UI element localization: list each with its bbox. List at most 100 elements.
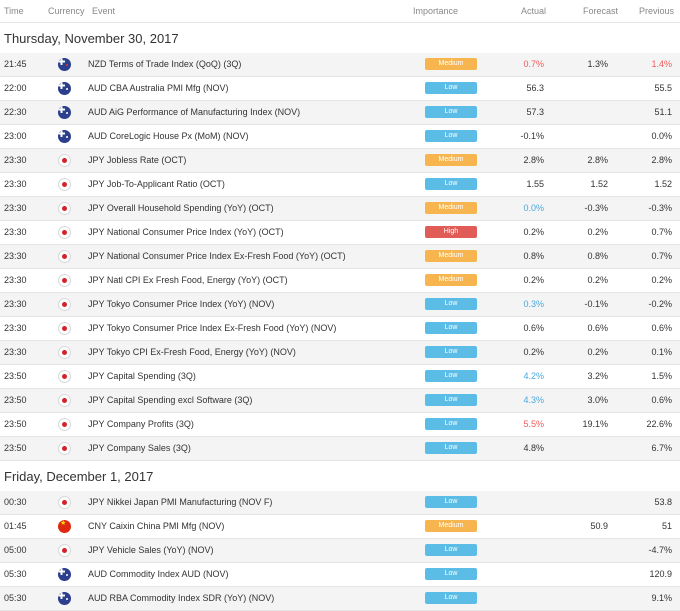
- header-time[interactable]: Time: [4, 6, 24, 16]
- table-row[interactable]: 22:30 AUD AiG Performance of Manufacturin…: [0, 101, 680, 125]
- table-row[interactable]: 23:30 JPY Jobless Rate (OCT) Medium 2.8% 2.8…: [0, 149, 680, 173]
- event-name[interactable]: JPY Vehicle Sales (YoY) (NOV): [88, 545, 214, 555]
- table-row[interactable]: 23:30 JPY Tokyo CPI Ex-Fresh Food, Energy…: [0, 341, 680, 365]
- event-name[interactable]: JPY Company Sales (3Q): [88, 443, 191, 453]
- table-row[interactable]: 23:50 JPY Company Sales (3Q) Low 4.8% 6.7%: [0, 437, 680, 461]
- event-name[interactable]: JPY National Consumer Price Index Ex-Fre…: [88, 251, 346, 261]
- previous-value: 51: [661, 521, 672, 531]
- event-name[interactable]: AUD RBA Commodity Index SDR (YoY) (NOV): [88, 593, 275, 603]
- event-time: 05:30: [4, 569, 27, 579]
- event-name[interactable]: NZD Terms of Trade Index (QoQ) (3Q): [88, 59, 242, 69]
- importance-badge: Medium: [425, 202, 477, 214]
- event-name[interactable]: AUD Commodity Index AUD (NOV): [88, 569, 229, 579]
- importance-badge: Low: [425, 298, 477, 310]
- header-event[interactable]: Event: [92, 6, 116, 16]
- event-time: 23:50: [4, 371, 27, 381]
- flag-jp-icon: [58, 274, 71, 287]
- previous-value: 1.4%: [651, 59, 672, 69]
- event-time: 23:30: [4, 275, 27, 285]
- header-currency[interactable]: Currency: [48, 6, 85, 16]
- event-name[interactable]: JPY Tokyo Consumer Price Index (YoY) (NO…: [88, 299, 275, 309]
- actual-value: 0.2%: [523, 275, 544, 285]
- importance-badge: Low: [425, 568, 477, 580]
- previous-value: 1.5%: [651, 371, 672, 381]
- actual-value: 57.3: [526, 107, 544, 117]
- event-name[interactable]: CNY Caixin China PMI Mfg (NOV): [88, 521, 225, 531]
- previous-value: 0.6%: [651, 323, 672, 333]
- table-row[interactable]: 23:30 JPY Tokyo Consumer Price Index Ex-F…: [0, 317, 680, 341]
- previous-value: 53.8: [654, 497, 672, 507]
- table-row[interactable]: 23:30 JPY Tokyo Consumer Price Index (YoY…: [0, 293, 680, 317]
- flag-au-icon: [58, 568, 71, 581]
- importance-badge: Medium: [425, 154, 477, 166]
- event-name[interactable]: JPY Capital Spending (3Q): [88, 371, 196, 381]
- flag-jp-icon: [58, 226, 71, 239]
- event-name[interactable]: AUD AiG Performance of Manufacturing Ind…: [88, 107, 301, 117]
- importance-badge: Medium: [425, 520, 477, 532]
- event-time: 23:30: [4, 299, 27, 309]
- importance-badge: Low: [425, 370, 477, 382]
- event-name[interactable]: JPY Jobless Rate (OCT): [88, 155, 187, 165]
- table-row[interactable]: 23:30 JPY Natl CPI Ex Fresh Food, Energy …: [0, 269, 680, 293]
- previous-value: 0.6%: [651, 395, 672, 405]
- flag-jp-icon: [58, 154, 71, 167]
- forecast-value: 0.2%: [587, 347, 608, 357]
- forecast-value: -0.1%: [584, 299, 608, 309]
- event-name[interactable]: JPY National Consumer Price Index (YoY) …: [88, 227, 284, 237]
- header-previous[interactable]: Previous: [639, 6, 675, 16]
- table-row[interactable]: 23:30 JPY Overall Household Spending (YoY…: [0, 197, 680, 221]
- previous-value: 120.9: [649, 569, 672, 579]
- event-name[interactable]: JPY Overall Household Spending (YoY) (OC…: [88, 203, 274, 213]
- table-row[interactable]: 05:30 AUD RBA Commodity Index SDR (YoY) (…: [0, 587, 680, 611]
- actual-value: 4.8%: [523, 443, 544, 453]
- forecast-value: 50.9: [590, 521, 608, 531]
- actual-value: 0.7%: [523, 59, 544, 69]
- actual-value: -0.1%: [520, 131, 544, 141]
- header-forecast[interactable]: Forecast: [583, 6, 619, 16]
- event-name[interactable]: JPY Nikkei Japan PMI Manufacturing (NOV …: [88, 497, 273, 507]
- previous-value: -0.2%: [648, 299, 672, 309]
- event-name[interactable]: JPY Natl CPI Ex Fresh Food, Energy (YoY)…: [88, 275, 288, 285]
- header-actual[interactable]: Actual: [521, 6, 547, 16]
- event-time: 22:00: [4, 83, 27, 93]
- table-row[interactable]: 01:45 CNY Caixin China PMI Mfg (NOV) Mediu…: [0, 515, 680, 539]
- table-row[interactable]: 05:30 AUD Commodity Index AUD (NOV) Low 120…: [0, 563, 680, 587]
- flag-jp-icon: [58, 442, 71, 455]
- table-row[interactable]: 23:00 AUD CoreLogic House Px (MoM) (NOV) L…: [0, 125, 680, 149]
- event-name[interactable]: AUD CoreLogic House Px (MoM) (NOV): [88, 131, 249, 141]
- table-row[interactable]: 23:50 JPY Capital Spending (3Q) Low 4.2% 3.2…: [0, 365, 680, 389]
- table-row[interactable]: 23:30 JPY Job-To-Applicant Ratio (OCT) Low…: [0, 173, 680, 197]
- forecast-value: 0.2%: [587, 227, 608, 237]
- event-name[interactable]: JPY Capital Spending excl Software (3Q): [88, 395, 253, 405]
- table-row[interactable]: 22:00 AUD CBA Australia PMI Mfg (NOV) Low 5…: [0, 77, 680, 101]
- forecast-value: 2.8%: [587, 155, 608, 165]
- event-name[interactable]: JPY Job-To-Applicant Ratio (OCT): [88, 179, 225, 189]
- previous-value: 2.8%: [651, 155, 672, 165]
- table-row[interactable]: 05:00 JPY Vehicle Sales (YoY) (NOV) Low -4.…: [0, 539, 680, 563]
- table-row[interactable]: 23:50 JPY Company Profits (3Q) Low 5.5% 19.1…: [0, 413, 680, 437]
- actual-value: 56.3: [526, 83, 544, 93]
- previous-value: 55.5: [654, 83, 672, 93]
- actual-value: 4.3%: [523, 395, 544, 405]
- table-row[interactable]: 23:30 JPY National Consumer Price Index (…: [0, 221, 680, 245]
- event-time: 23:30: [4, 347, 27, 357]
- table-row[interactable]: 23:50 JPY Capital Spending excl Software …: [0, 389, 680, 413]
- flag-jp-icon: [58, 544, 71, 557]
- event-name[interactable]: AUD CBA Australia PMI Mfg (NOV): [88, 83, 229, 93]
- event-time: 23:30: [4, 227, 27, 237]
- table-row[interactable]: 21:45 NZD Terms of Trade Index (QoQ) (3Q)…: [0, 53, 680, 77]
- header-importance[interactable]: Importance: [413, 6, 459, 16]
- event-list: 00:30 JPY Nikkei Japan PMI Manufacturing …: [0, 491, 680, 611]
- forecast-value: 0.6%: [587, 323, 608, 333]
- table-row[interactable]: 23:30 JPY National Consumer Price Index E…: [0, 245, 680, 269]
- actual-value: 5.5%: [523, 419, 544, 429]
- event-name[interactable]: JPY Tokyo Consumer Price Index Ex-Fresh …: [88, 323, 337, 333]
- event-time: 23:50: [4, 419, 27, 429]
- importance-badge: Low: [425, 130, 477, 142]
- previous-value: 9.1%: [651, 593, 672, 603]
- table-row[interactable]: 00:30 JPY Nikkei Japan PMI Manufacturing …: [0, 491, 680, 515]
- event-name[interactable]: JPY Company Profits (3Q): [88, 419, 194, 429]
- flag-jp-icon: [58, 418, 71, 431]
- event-name[interactable]: JPY Tokyo CPI Ex-Fresh Food, Energy (YoY…: [88, 347, 296, 357]
- importance-badge: Low: [425, 346, 477, 358]
